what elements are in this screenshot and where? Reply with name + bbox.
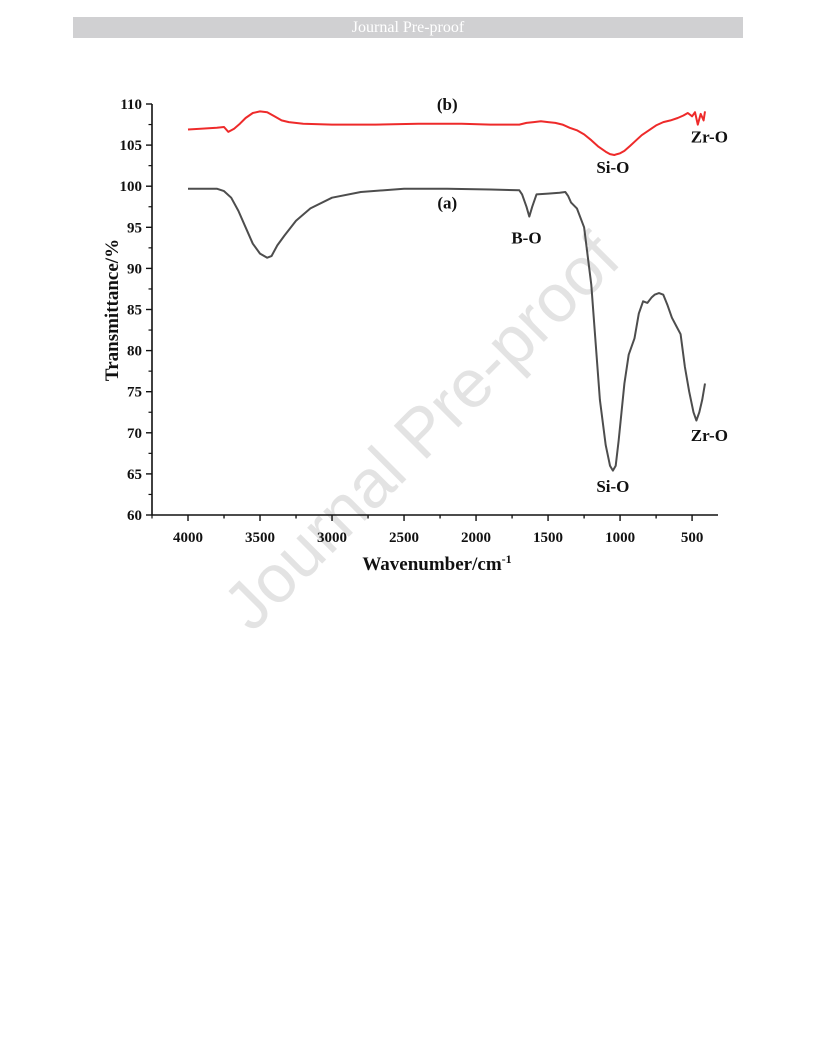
y-tick-label: 85 [127,303,142,319]
y-tick-label: 90 [127,261,142,277]
y-tick-label: 100 [120,179,143,195]
y-tick-label: 65 [127,467,142,483]
x-tick-label: 500 [681,530,704,546]
y-tick-label: 70 [127,426,142,442]
annotation-label: (a) [437,193,457,212]
y-tick-label: 75 [127,385,142,401]
series-line-a [188,187,706,472]
x-tick-label: 2500 [389,530,419,546]
axes-layer: 60 65 70 75 80 85 90 95 100 105 110 4000 3500 3000 250… [120,97,718,546]
annotation-label: Si-O [596,158,629,177]
y-tick-label: 80 [127,344,142,360]
annotation-label: Si-O [596,477,629,496]
y-tick-label: 110 [120,97,142,113]
y-tick-label: 105 [120,138,143,154]
x-tick-label: 1500 [533,530,563,546]
y-tick-label: 60 [127,508,142,524]
x-tick-label: 2000 [461,530,491,546]
y-tick-label: 95 [127,220,142,236]
annotation-label: (b) [437,95,458,114]
series-layer [187,110,706,472]
x-tick-label: 1000 [605,530,635,546]
x-axis-title-text: Wavenumber/cm [362,554,501,575]
annotation-label: Zr-O [691,128,728,147]
series-line-b [187,110,706,156]
annotation-label: B-O [511,229,541,248]
x-tick-label: 4000 [173,530,203,546]
x-axis-title-superscript: -1 [502,552,512,566]
banner-text: Journal Pre-proof [351,19,465,36]
x-tick-label: 3500 [245,530,275,546]
x-axis-title: Wavenumber/cm-1 [362,552,511,575]
journal-banner: Journal Pre-proof [73,17,743,38]
x-tick-label: 3000 [317,530,347,546]
y-axis-title: Transmittance/% [102,239,123,381]
annotation-label: Zr-O [691,426,728,445]
annotation-layer: (b) Si-O Zr-O (a) B-O Si-O Zr-O [437,95,728,496]
